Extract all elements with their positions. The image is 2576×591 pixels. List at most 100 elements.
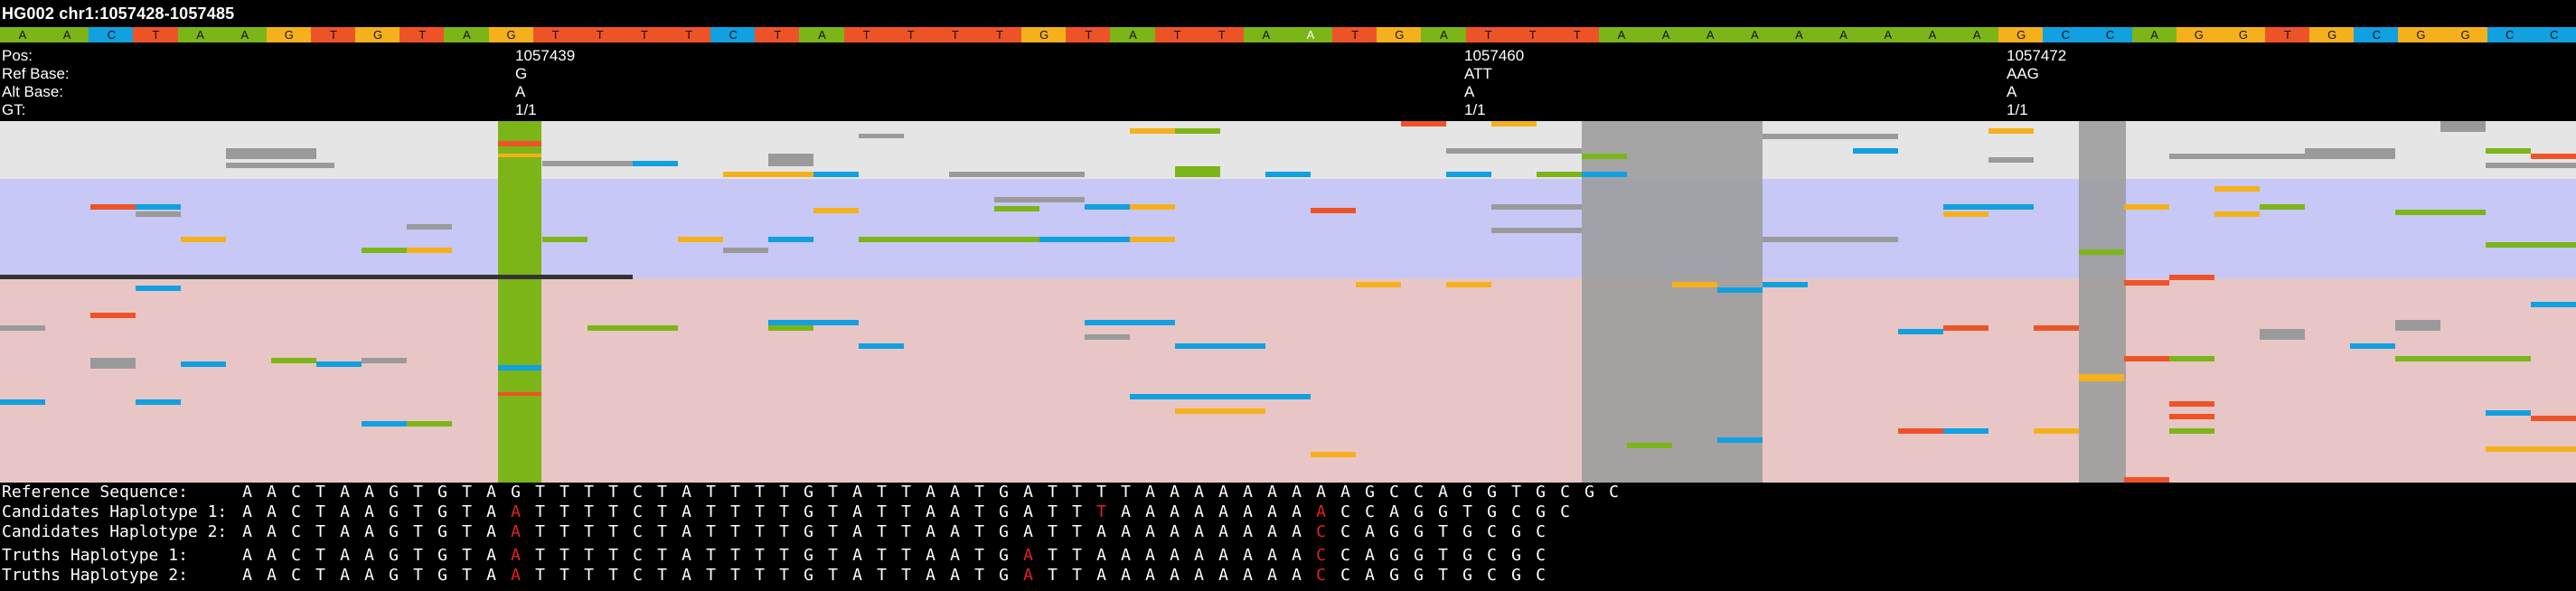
variant-1-alt: A <box>515 83 526 100</box>
reference-base-cell: T <box>400 27 446 42</box>
haplotype-base: A <box>950 566 960 585</box>
haplotype-base: A <box>950 483 960 502</box>
reads-panel-unassigned <box>0 121 2576 179</box>
haplotype-base: T <box>413 566 423 585</box>
read-alignments <box>0 121 2576 483</box>
haplotype-base: C <box>291 546 301 565</box>
haplotype-base: A <box>486 522 496 541</box>
reference-base-cell: A <box>1820 27 1866 42</box>
haplotype-base: T <box>584 522 594 541</box>
reference-base-cell: G <box>266 27 312 42</box>
haplotype-base: A <box>267 566 277 585</box>
haplotype-base: A <box>852 566 862 585</box>
haplotype-base: C <box>1536 546 1546 565</box>
haplotype-base: T <box>1096 483 1106 502</box>
haplotype-base: T <box>706 522 716 541</box>
haplotype-base: A <box>242 502 252 521</box>
haplotype-base: G <box>1414 546 1424 565</box>
haplotype-base: T <box>315 546 325 565</box>
haplotype-base: A <box>1096 566 1106 585</box>
haplotype-base: A <box>242 546 252 565</box>
haplotype-base: A <box>682 483 691 502</box>
haplotype-base: C <box>1536 522 1546 541</box>
haplotype-row-label: Candidates Haplotype 1: <box>2 502 228 521</box>
haplotype-base: T <box>730 546 740 565</box>
haplotype-base: A <box>1194 483 1204 502</box>
reference-base-cell: T <box>1332 27 1378 42</box>
haplotype-base: A <box>852 502 862 521</box>
haplotype-base: T <box>315 566 325 585</box>
haplotype-base: A <box>682 522 691 541</box>
haplotype-base: G <box>1511 566 1521 585</box>
reference-base-cell: T <box>1199 27 1245 42</box>
haplotype-base: G <box>999 502 1009 521</box>
reference-base-cell: T <box>577 27 623 42</box>
reference-base-cell: T <box>755 27 801 42</box>
reference-base-cell: T <box>843 27 889 42</box>
haplotype-base: T <box>1438 566 1448 585</box>
reference-base-cell: T <box>532 27 578 42</box>
reference-base-cell: G <box>2220 27 2266 42</box>
haplotype-base: G <box>1389 522 1399 541</box>
reference-base-cell: C <box>2487 27 2533 42</box>
haplotype-base: C <box>633 483 643 502</box>
haplotype-base: A <box>950 546 960 565</box>
haplotype-base: G <box>999 522 1009 541</box>
haplotype-base: A <box>1267 502 1277 521</box>
haplotype-base: G <box>999 546 1009 565</box>
haplotype-base: T <box>413 483 423 502</box>
haplotype-base: T <box>1511 483 1521 502</box>
haplotype-base: T <box>828 483 838 502</box>
haplotype-base: G <box>1584 483 1594 502</box>
haplotype-base: T <box>584 502 594 521</box>
haplotype-base: C <box>1340 566 1350 585</box>
reference-base-cell: C <box>2531 27 2576 42</box>
haplotype-row: Candidates Haplotype 1: A A C T A A G T G T A A T T T T C… <box>0 502 2576 522</box>
haplotype-base: A <box>1243 546 1253 565</box>
haplotype-base: A <box>926 483 935 502</box>
reference-base-cell: G <box>2442 27 2488 42</box>
haplotype-row: Truths Haplotype 1: A A C T A A G T G T A A T T T T C T A T T… <box>0 546 2576 566</box>
haplotype-base: A <box>242 483 252 502</box>
haplotype-base: G <box>1365 483 1375 502</box>
haplotype-base: A <box>852 483 862 502</box>
haplotype-base: T <box>462 502 472 521</box>
haplotype-base: A <box>1121 566 1131 585</box>
haplotype-base: A <box>1218 546 1228 565</box>
haplotype-base: A <box>1170 483 1180 502</box>
haplotype-base: G <box>1487 502 1497 521</box>
haplotype-base: A <box>340 522 350 541</box>
haplotype-base: T <box>535 566 545 585</box>
variant-1-ref: G <box>515 65 528 82</box>
haplotype-base: G <box>437 522 447 541</box>
haplotype-base: A <box>1023 502 1033 521</box>
haplotype-base: T <box>1048 483 1058 502</box>
reference-base-cell: G <box>2398 27 2444 42</box>
haplotype-base: T <box>779 566 789 585</box>
variant-1-gt: 1/1 <box>515 101 537 118</box>
reference-base-cell: A <box>177 27 223 42</box>
haplotype-base: T <box>608 502 618 521</box>
deletion-block <box>1582 121 1763 483</box>
haplotype-base: A <box>511 502 521 521</box>
haplotype-base: G <box>1462 483 1472 502</box>
haplotype-base: T <box>974 483 984 502</box>
haplotype-row: Candidates Haplotype 2: A A C T A A G T G T A A T T T T C… <box>0 522 2576 542</box>
haplotype-base: G <box>437 566 447 585</box>
haplotype-base: T <box>559 566 569 585</box>
haplotype-base: C <box>1487 546 1497 565</box>
haplotype-base: T <box>657 546 667 565</box>
haplotype-base: T <box>828 566 838 585</box>
haplotype-base: T <box>657 502 667 521</box>
haplotype-base: A <box>1096 546 1106 565</box>
haplotype-row-label: Truths Haplotype 1: <box>2 546 188 565</box>
haplotype-base: T <box>828 502 838 521</box>
haplotype-base: T <box>901 546 911 565</box>
haplotype-base: A <box>511 566 521 585</box>
reference-base-cell: A <box>1688 27 1734 42</box>
haplotype-base: A <box>1145 546 1155 565</box>
haplotype-base: G <box>1511 522 1521 541</box>
reference-base-cell: A <box>221 27 268 42</box>
haplotype-base: T <box>1048 546 1058 565</box>
